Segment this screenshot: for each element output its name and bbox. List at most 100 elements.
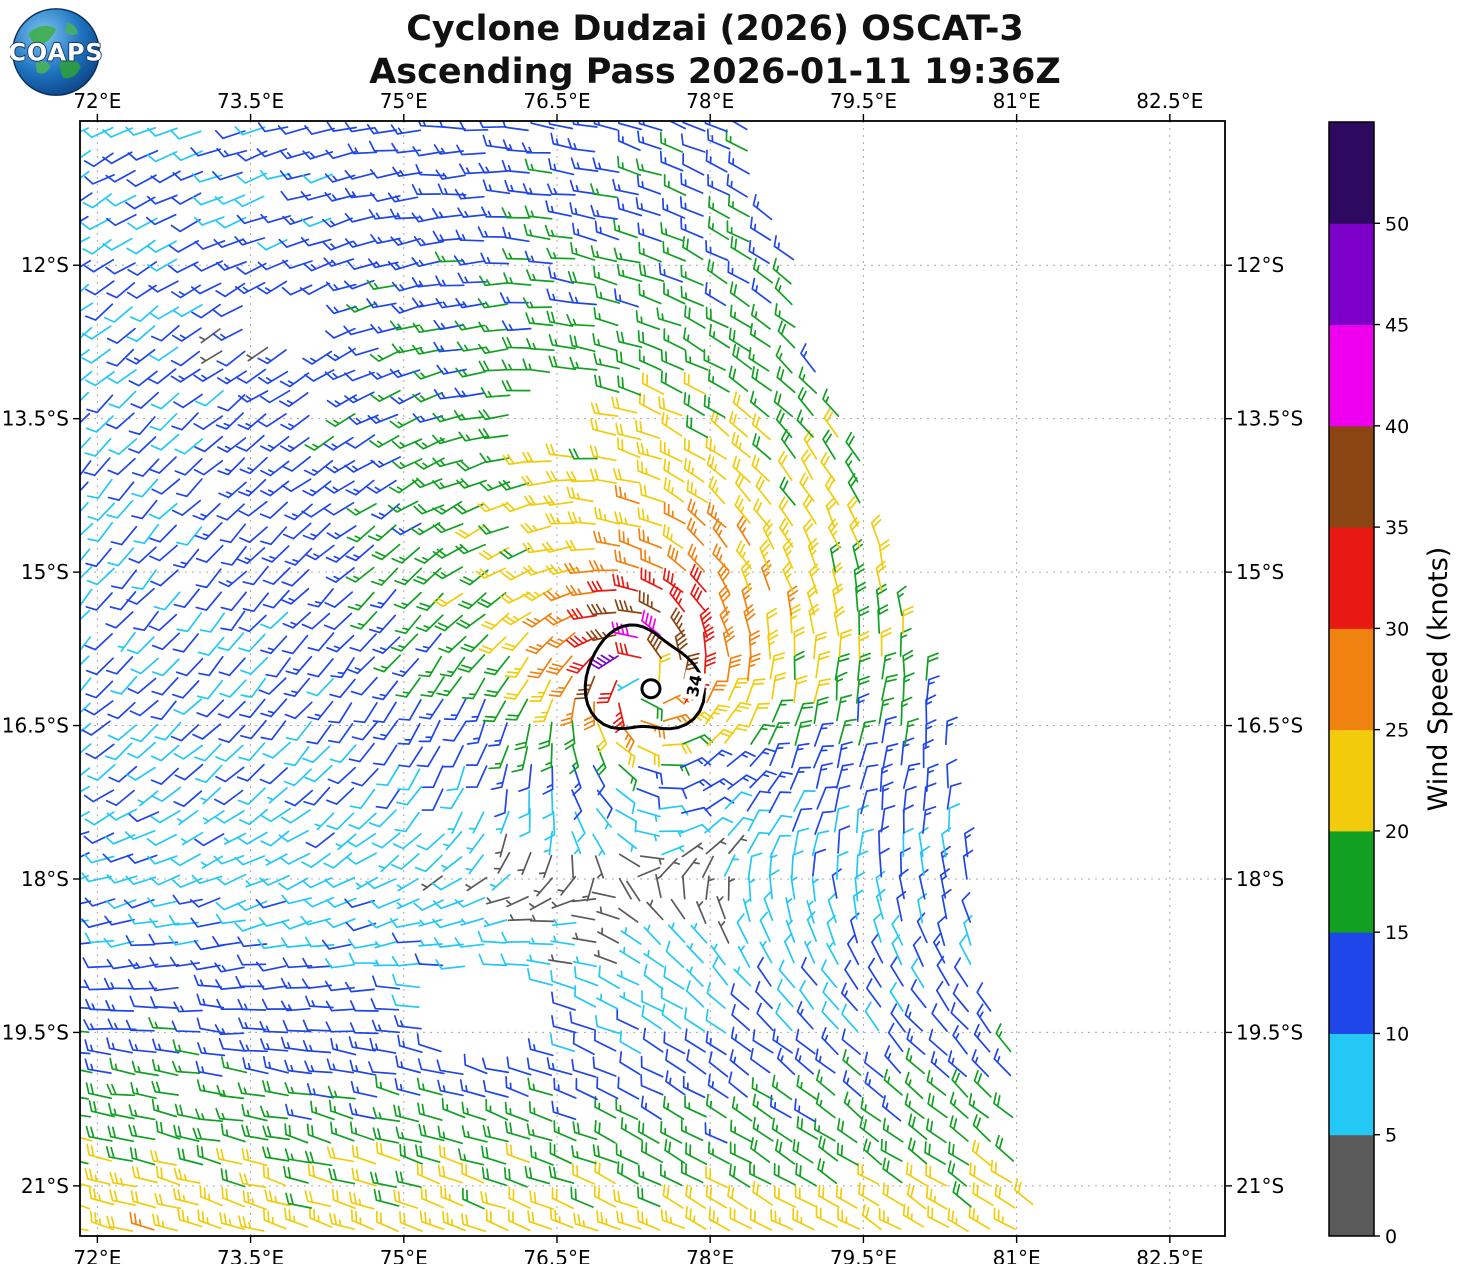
wind-barb (717, 563, 731, 594)
wind-barb (366, 298, 397, 309)
wind-barb (173, 698, 203, 715)
wind-barb (522, 451, 552, 463)
wind-barb (968, 1092, 990, 1119)
wind-barb (280, 1000, 311, 1012)
wind-barb (304, 459, 334, 476)
wind-barb (813, 745, 835, 769)
wind-barb (170, 284, 201, 299)
wind-barb (239, 456, 268, 475)
wind-barb (345, 479, 375, 496)
wind-barb (394, 614, 422, 635)
wind-barb (501, 207, 531, 219)
wind-barb (501, 320, 532, 332)
wind-barb (882, 1182, 904, 1207)
wind-barb (971, 1139, 992, 1167)
wind-barb (262, 589, 290, 609)
wind-barb (217, 437, 247, 453)
wind-barb (301, 852, 331, 869)
wind-barb (736, 515, 751, 546)
wind-barb (620, 1116, 643, 1141)
wind-barb (374, 1075, 400, 1096)
wind-barb (726, 173, 748, 198)
wind-barb (616, 263, 643, 283)
wind-barb (756, 956, 772, 987)
wind-barb (804, 940, 816, 964)
wind-barb (646, 899, 664, 921)
wind-barb (80, 655, 90, 674)
wind-barb (658, 830, 684, 838)
wind-barb (571, 854, 575, 880)
wind-barb (643, 963, 664, 990)
wind-barb (442, 720, 467, 742)
wind-barb (815, 1048, 836, 1074)
wind-barb (349, 788, 376, 810)
wind-barb (128, 370, 158, 387)
wind-barb (348, 952, 378, 965)
wind-barb (572, 1032, 595, 1056)
wind-barb (216, 350, 246, 367)
wind-barb (351, 768, 379, 787)
wind-barb (376, 764, 401, 787)
x-tick-label-bottom: 79.5°E (830, 1246, 897, 1264)
wind-barb (128, 546, 157, 564)
wind-barb (378, 854, 400, 873)
wind-barb (658, 786, 688, 800)
wind-barb (154, 1192, 182, 1210)
wind-barb (125, 1019, 155, 1032)
wind-barb (150, 700, 177, 721)
wind-barb (344, 371, 375, 382)
wind-barb (279, 170, 311, 181)
wind-barb (641, 609, 661, 637)
wind-barb (849, 516, 861, 548)
wind-barb (85, 415, 114, 433)
wind-barb (640, 698, 663, 722)
wind-barb (266, 787, 288, 804)
wind-barb (398, 699, 422, 721)
wind-barb (433, 319, 464, 331)
wind-barb (281, 455, 311, 472)
wind-barb (570, 1186, 594, 1208)
wind-barb (517, 851, 532, 876)
wind-barb (304, 125, 335, 135)
wind-barb (528, 1101, 553, 1122)
contour-label-34: 34 (680, 669, 708, 702)
wind-barb (239, 526, 268, 544)
wind-barb (751, 454, 770, 482)
wind-barb (565, 584, 596, 597)
wind-barb (489, 873, 511, 891)
wind-barb (614, 288, 639, 308)
wind-barb (85, 657, 114, 676)
wind-barb (391, 281, 423, 292)
wind-barb (369, 435, 400, 448)
wind-barb (200, 855, 224, 869)
wind-barb (300, 236, 332, 247)
wind-barb (305, 1150, 333, 1167)
wind-barb (236, 150, 268, 162)
wind-barb (538, 721, 553, 750)
wind-barb (708, 369, 730, 393)
wind-barb (737, 945, 751, 968)
wind-barb (213, 854, 245, 865)
wind-barb (86, 567, 115, 586)
wind-barb (304, 435, 335, 451)
wind-barb (902, 785, 917, 814)
wind-barb (466, 833, 485, 854)
wind-barb (902, 762, 921, 789)
wind-barb (130, 657, 160, 675)
wind-barb (875, 888, 886, 920)
wind-barb (813, 678, 831, 705)
wind-barb (501, 248, 531, 261)
wind-barb (149, 956, 180, 968)
wind-barb (344, 187, 375, 199)
wind-barb (806, 911, 818, 942)
wind-barb (592, 332, 618, 352)
wind-barb (105, 1146, 133, 1162)
wind-barb (391, 658, 420, 677)
wind-barb (769, 834, 792, 858)
wind-barb (350, 1080, 378, 1098)
wind-barb (837, 1208, 860, 1230)
wind-barb (281, 569, 310, 587)
wind-barb (546, 288, 574, 304)
wind-barb (148, 456, 177, 474)
wind-barb (237, 390, 269, 403)
